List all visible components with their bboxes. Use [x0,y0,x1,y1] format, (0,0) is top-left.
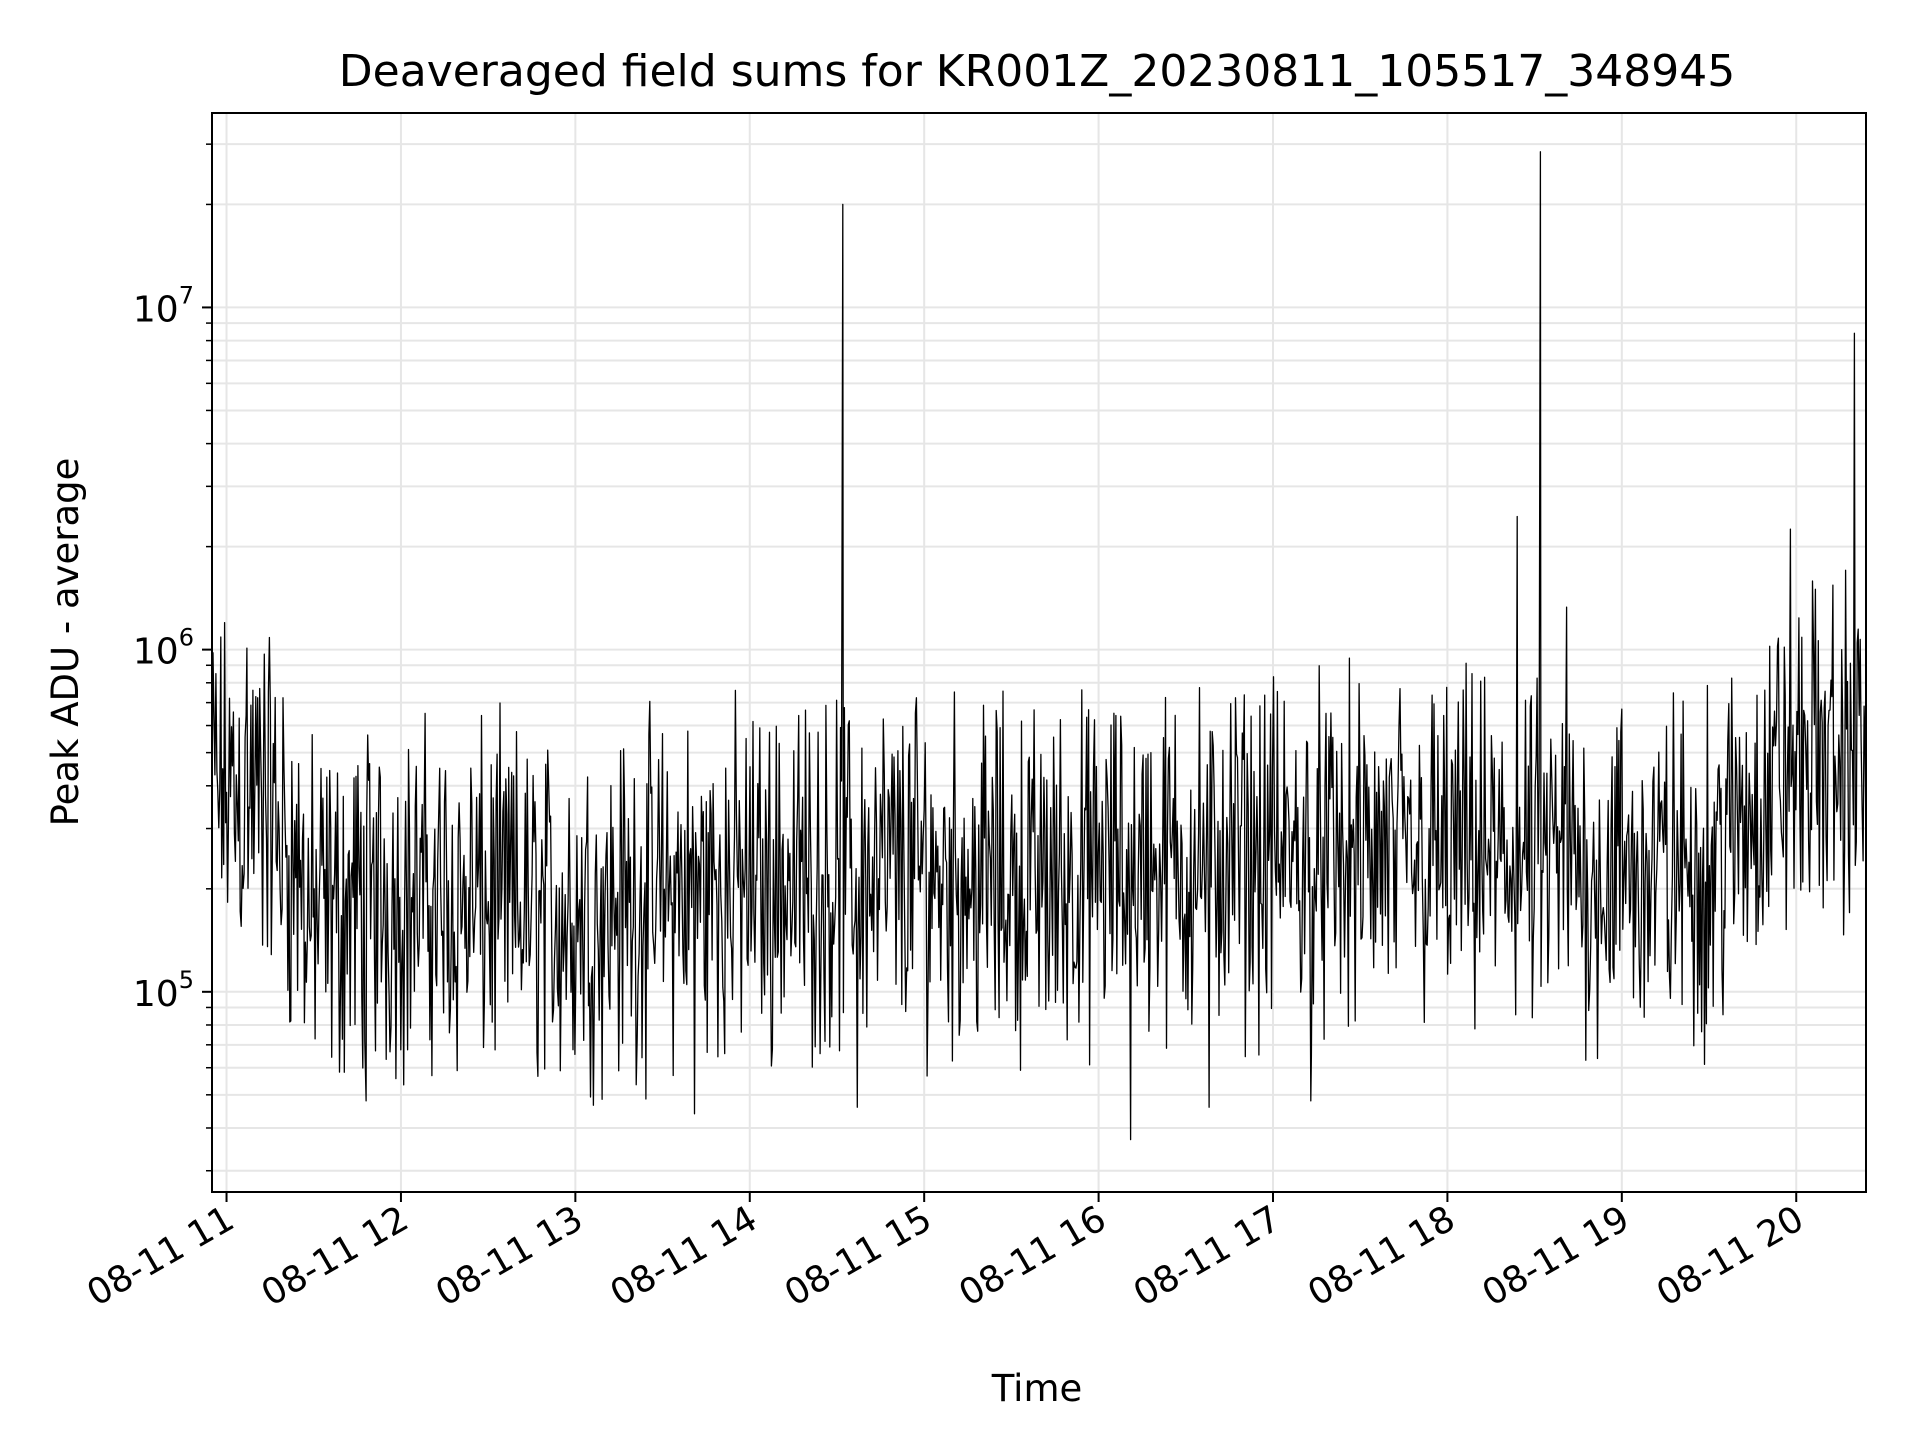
plot-frame [211,112,1867,1193]
grid [212,113,1866,1192]
series-line [211,151,1867,1141]
y-tick-label: 107 [133,281,194,330]
y-axis-label: Peak ADU - average [44,458,87,827]
y-tick-label: 106 [133,624,194,673]
series-group [211,151,1867,1141]
y-tick-label: 105 [133,966,194,1015]
chart-title: Deaveraged field sums for KR001Z_2023081… [339,46,1735,97]
y-axis: 105 106 107 [133,143,212,1172]
x-axis-label: Time [991,1367,1083,1410]
